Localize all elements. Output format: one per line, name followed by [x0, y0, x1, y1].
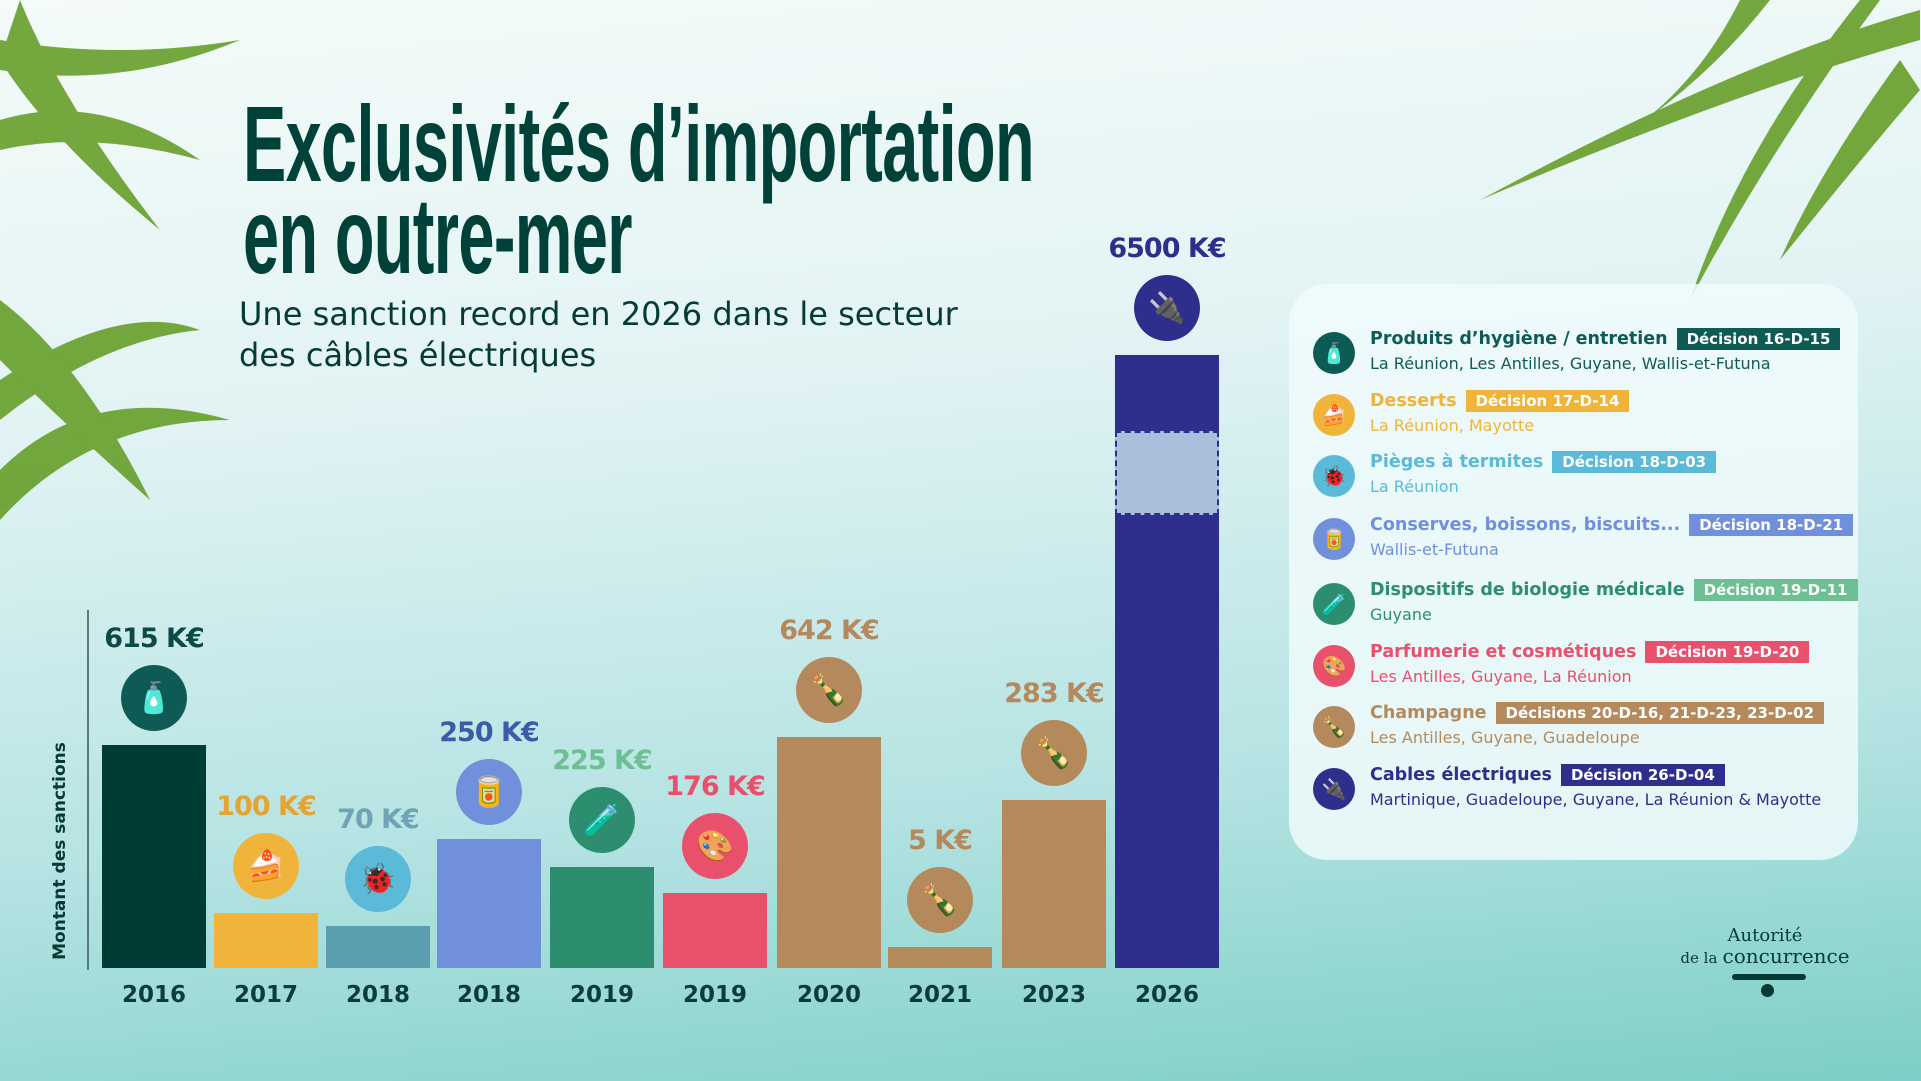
legend-regions: La Réunion [1370, 477, 1459, 496]
legend-regions: Les Antilles, Guyane, La Réunion [1370, 667, 1632, 686]
test-tube-icon: 🧪 [1313, 583, 1355, 625]
decision-badge: Décision 18-D-21 [1689, 514, 1854, 536]
autorite-concurrence-logo: Autorité de la concurrence [1680, 925, 1850, 997]
can-icon: 🥫 [1313, 518, 1355, 560]
value-label: 176 K€ [665, 771, 765, 802]
title-line-1: Exclusivités d’importation [243, 83, 1035, 204]
spray-bottle-icon: 🧴 [121, 665, 187, 731]
test-tube-icon: 🧪 [569, 787, 635, 853]
bar-2018 [326, 926, 430, 968]
decision-badge: Décision 17-D-14 [1465, 390, 1630, 412]
legend-title: Conserves, boissons, biscuits... [1370, 515, 1681, 535]
bar-2018 [437, 839, 541, 968]
bar-2020 [777, 737, 881, 968]
page-title: Exclusivités d’importation en outre-mer [243, 83, 1035, 296]
palm-leaf-decoration [0, 0, 240, 520]
electric-cable-icon: 🔌 [1134, 275, 1200, 341]
legend-title: Pièges à termites [1370, 452, 1544, 472]
termite-icon: 🐞 [345, 846, 411, 912]
value-label: 5 K€ [908, 825, 973, 856]
x-tick-label: 2018 [456, 982, 521, 1008]
value-label: 642 K€ [779, 615, 879, 646]
bar-2023 [1002, 800, 1106, 968]
legend-regions: Martinique, Guadeloupe, Guyane, La Réuni… [1370, 790, 1822, 809]
x-tick-label: 2016 [121, 982, 186, 1008]
title-line-2: en outre-mer [243, 175, 632, 296]
bar-2017 [214, 913, 318, 968]
decision-badge: Décision 16-D-15 [1676, 328, 1841, 350]
x-tick-label: 2026 [1134, 982, 1199, 1008]
x-tick-label: 2017 [233, 982, 298, 1008]
bar-2019 [663, 893, 767, 968]
logo-line-1: Autorité [1727, 925, 1803, 946]
legend-regions: La Réunion, Mayotte [1370, 416, 1535, 435]
x-tick-label: 2018 [345, 982, 410, 1008]
value-label: 225 K€ [552, 745, 652, 776]
spray-bottle-icon: 🧴 [1313, 332, 1355, 374]
legend-regions: Wallis-et-Futuna [1370, 540, 1499, 559]
legend-title: Desserts [1370, 391, 1457, 411]
dessert-icon: 🍰 [1313, 394, 1355, 436]
legend-title: Produits d’hygiène / entretien [1370, 329, 1668, 349]
termite-icon: 🐞 [1313, 455, 1355, 497]
champagne-bottle-icon: 🍾 [907, 867, 973, 933]
y-axis-label: Montant des sanctions [50, 742, 70, 960]
value-label: 250 K€ [439, 717, 539, 748]
x-tick-label: 2020 [796, 982, 861, 1008]
bar-2021 [888, 947, 992, 968]
decision-badge: Décision 19-D-20 [1645, 641, 1810, 663]
bar-2019 [550, 867, 654, 968]
value-label: 100 K€ [216, 791, 316, 822]
x-tick-label: 2023 [1021, 982, 1086, 1008]
legend-regions: Guyane [1370, 605, 1432, 624]
value-label: 615 K€ [104, 623, 204, 654]
value-label: 6500 K€ [1108, 233, 1226, 264]
x-tick-label: 2021 [907, 982, 972, 1008]
legend-title: Cables électriques [1370, 765, 1552, 785]
legend-title: Dispositifs de biologie médicale [1370, 580, 1685, 600]
axis-break [1115, 431, 1219, 515]
makeup-palette-icon: 🎨 [682, 813, 748, 879]
champagne-bottle-icon: 🍾 [796, 657, 862, 723]
decision-badge: Décision 19-D-11 [1693, 579, 1858, 601]
bar-2016 [102, 745, 206, 968]
legend-panel: 🧴 Produits d’hygiène / entretien Décision… [1289, 284, 1858, 860]
champagne-bottle-icon: 🍾 [1313, 706, 1355, 748]
y-axis-line [87, 610, 89, 970]
x-tick-label: 2019 [569, 982, 634, 1008]
subtitle: Une sanction record en 2026 dans le sect… [239, 295, 958, 374]
x-tick-label: 2019 [682, 982, 747, 1008]
electric-cable-icon: 🔌 [1313, 768, 1355, 810]
legend-title: Parfumerie et cosmétiques [1370, 642, 1637, 662]
can-icon: 🥫 [456, 759, 522, 825]
logo-line-2b: concurrence [1722, 944, 1850, 968]
decision-badge: Décisions 20-D-16, 21-D-23, 23-D-02 [1495, 702, 1825, 724]
legend-regions: La Réunion, Les Antilles, Guyane, Wallis… [1370, 354, 1771, 373]
decision-badge: Décision 18-D-03 [1552, 451, 1717, 473]
value-label: 283 K€ [1004, 678, 1104, 709]
champagne-bottle-icon: 🍾 [1021, 720, 1087, 786]
value-label: 70 K€ [337, 804, 420, 835]
dessert-icon: 🍰 [233, 833, 299, 899]
decision-badge: Décision 26-D-04 [1560, 764, 1725, 786]
legend-title: Champagne [1370, 703, 1487, 723]
makeup-palette-icon: 🎨 [1313, 645, 1355, 687]
logo-line-2a: de la [1680, 949, 1718, 967]
palm-leaf-decoration-right [1480, 0, 1920, 300]
legend-regions: Les Antilles, Guyane, Guadeloupe [1370, 728, 1640, 747]
